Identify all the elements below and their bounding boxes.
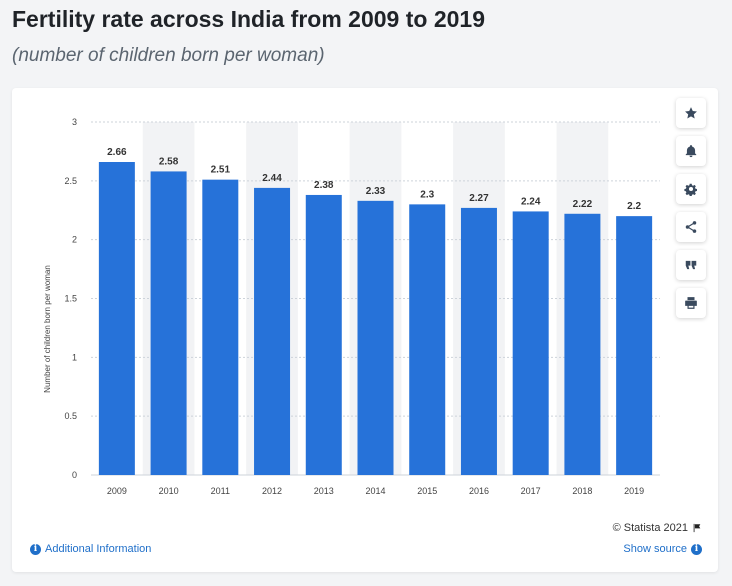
y-tick-label: 2.5	[64, 176, 77, 186]
settings-button[interactable]	[676, 174, 706, 204]
bar-2013[interactable]	[305, 194, 342, 475]
print-button[interactable]	[676, 288, 706, 318]
star-icon	[685, 107, 697, 119]
notify-button[interactable]	[676, 136, 706, 166]
data-label: 2.44	[262, 173, 282, 184]
bar-2018[interactable]	[564, 213, 601, 475]
x-tick-label: 2011	[211, 486, 230, 496]
y-tick-label: 0.5	[64, 411, 77, 421]
info-icon: i	[30, 543, 41, 555]
bar-2014[interactable]	[357, 200, 394, 475]
bar-2012[interactable]	[254, 187, 291, 475]
quote-icon	[685, 260, 697, 270]
print-icon	[685, 297, 697, 309]
data-label: 2.66	[107, 147, 127, 158]
bar-2015[interactable]	[409, 204, 446, 475]
x-tick-label: 2012	[262, 486, 282, 496]
chart-area: 0 0.5 1 1.5 2 2.5 3 2.66 2.58 2.51 2.44 2.38 2.33 2.…	[43, 117, 660, 496]
x-tick-label: 2019	[624, 486, 644, 496]
show-source-link[interactable]: Show source i	[623, 543, 702, 555]
additional-information-link[interactable]: i Additional Information	[30, 543, 151, 555]
share-button[interactable]	[676, 212, 706, 242]
page-subtitle: (number of children born per woman)	[12, 45, 325, 66]
data-label: 2.38	[314, 180, 334, 191]
x-tick-label: 2013	[314, 486, 334, 496]
data-label: 2.24	[521, 196, 541, 207]
page-title: Fertility rate across India from 2009 to…	[12, 6, 485, 32]
flag-icon	[693, 523, 701, 533]
y-tick-label: 0	[72, 470, 77, 480]
y-tick-label: 1.5	[64, 294, 77, 304]
bar-2011[interactable]	[202, 179, 239, 475]
x-tick-label: 2010	[159, 486, 179, 496]
data-label: 2.51	[211, 165, 231, 176]
x-tick-label: 2017	[521, 486, 541, 496]
y-tick-label: 2	[72, 235, 77, 245]
bell-icon	[685, 145, 697, 158]
statista-credit: © Statista 2021	[613, 522, 702, 534]
bar-2017[interactable]	[512, 211, 549, 475]
x-tick-label: 2014	[365, 486, 385, 496]
y-axis-label: Number of children born per woman	[43, 265, 52, 393]
bar-2016[interactable]	[460, 207, 497, 475]
data-label: 2.58	[159, 156, 179, 167]
show-source-label: Show source	[623, 543, 687, 555]
y-tick-label: 1	[72, 352, 77, 362]
x-tick-label: 2009	[107, 486, 127, 496]
data-label: 2.2	[627, 201, 641, 212]
additional-information-label: Additional Information	[45, 543, 152, 555]
bar-2010[interactable]	[150, 171, 187, 476]
x-tick-label: 2015	[417, 486, 437, 496]
gear-icon	[684, 183, 697, 196]
y-tick-label: 3	[72, 117, 77, 127]
x-tick-label: 2018	[572, 486, 592, 496]
bar-2019[interactable]	[616, 216, 653, 475]
data-label: 2.3	[420, 189, 434, 200]
data-label: 2.27	[469, 193, 489, 204]
bar-2009[interactable]	[98, 162, 135, 476]
info-icon: i	[691, 543, 702, 555]
chart-card: 0 0.5 1 1.5 2 2.5 3 2.66 2.58 2.51 2.44 2.38 2.33 2.…	[12, 88, 718, 572]
x-tick-label: 2016	[469, 486, 489, 496]
share-icon	[685, 221, 697, 233]
data-label: 2.33	[366, 186, 386, 197]
cite-button[interactable]	[676, 250, 706, 280]
favorite-button[interactable]	[676, 98, 706, 128]
data-label: 2.22	[573, 199, 593, 210]
credit-text: © Statista 2021	[612, 522, 688, 534]
